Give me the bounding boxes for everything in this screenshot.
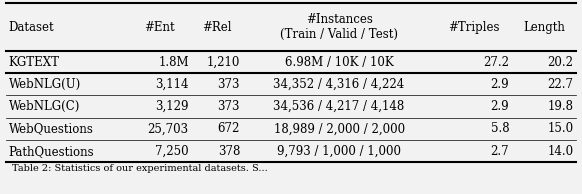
Text: 2.7: 2.7 xyxy=(491,145,509,158)
Text: WebNLG(C): WebNLG(C) xyxy=(9,100,80,113)
Text: 378: 378 xyxy=(218,145,240,158)
Text: Length: Length xyxy=(523,21,565,34)
Text: 19.8: 19.8 xyxy=(547,100,573,113)
Text: 2.9: 2.9 xyxy=(491,100,509,113)
Text: PathQuestions: PathQuestions xyxy=(9,145,94,158)
Text: 22.7: 22.7 xyxy=(547,78,573,91)
Text: Table 2: Statistics of our experimental datasets. S...: Table 2: Statistics of our experimental … xyxy=(12,164,267,173)
Text: 34,352 / 4,316 / 4,224: 34,352 / 4,316 / 4,224 xyxy=(274,78,404,91)
Text: #Instances
(Train / Valid / Test): #Instances (Train / Valid / Test) xyxy=(280,13,398,41)
Text: 7,250: 7,250 xyxy=(155,145,189,158)
Text: 5.8: 5.8 xyxy=(491,122,509,135)
Text: 3,114: 3,114 xyxy=(155,78,189,91)
Text: 2.9: 2.9 xyxy=(491,78,509,91)
Text: 1,210: 1,210 xyxy=(207,55,240,68)
Text: 672: 672 xyxy=(218,122,240,135)
Text: 3,129: 3,129 xyxy=(155,100,189,113)
Text: 373: 373 xyxy=(218,100,240,113)
Text: #Ent: #Ent xyxy=(144,21,175,34)
Text: #Triples: #Triples xyxy=(448,21,499,34)
Text: 373: 373 xyxy=(218,78,240,91)
Text: 27.2: 27.2 xyxy=(483,55,509,68)
Text: 15.0: 15.0 xyxy=(547,122,573,135)
Text: 1.8M: 1.8M xyxy=(158,55,189,68)
Text: 14.0: 14.0 xyxy=(547,145,573,158)
Text: KGTEXT: KGTEXT xyxy=(9,55,60,68)
Text: 6.98M / 10K / 10K: 6.98M / 10K / 10K xyxy=(285,55,393,68)
Text: 34,536 / 4,217 / 4,148: 34,536 / 4,217 / 4,148 xyxy=(274,100,404,113)
Text: 9,793 / 1,000 / 1,000: 9,793 / 1,000 / 1,000 xyxy=(277,145,401,158)
Text: WebQuestions: WebQuestions xyxy=(9,122,94,135)
Text: WebNLG(U): WebNLG(U) xyxy=(9,78,81,91)
Text: Dataset: Dataset xyxy=(9,21,54,34)
Text: 18,989 / 2,000 / 2,000: 18,989 / 2,000 / 2,000 xyxy=(274,122,404,135)
Text: 25,703: 25,703 xyxy=(148,122,189,135)
Text: 20.2: 20.2 xyxy=(547,55,573,68)
Text: #Rel: #Rel xyxy=(203,21,232,34)
